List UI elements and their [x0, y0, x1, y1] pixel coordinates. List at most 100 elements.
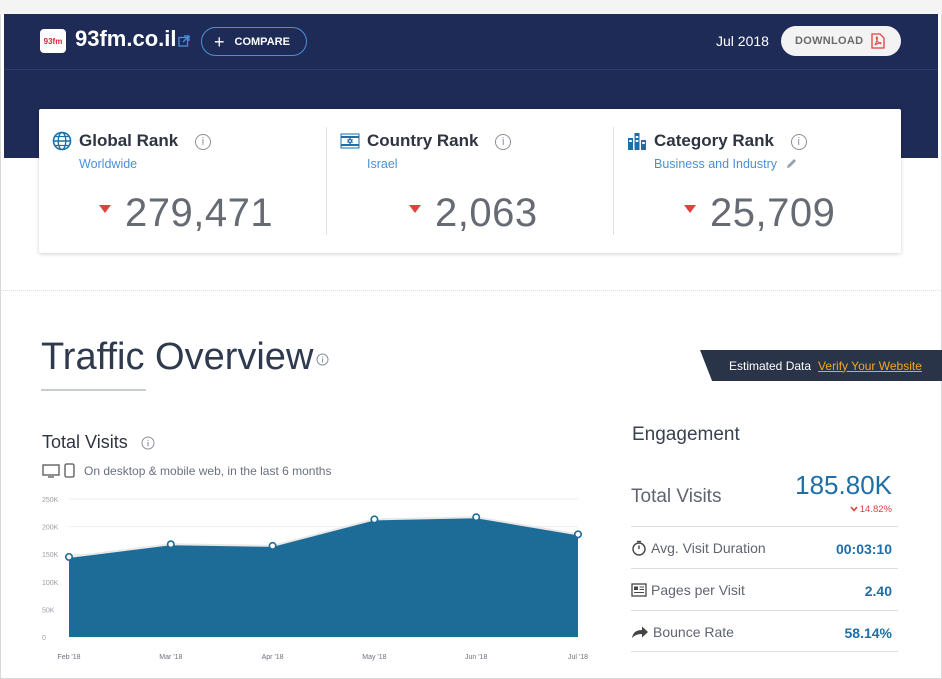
month-label: Jul 2018 — [716, 33, 769, 49]
chart-x-tick-label: Feb '18 — [57, 654, 80, 661]
change-percent: 14.82% — [859, 504, 892, 515]
chart-x-tick-label: Apr '18 — [262, 654, 284, 661]
category-rank-title: Category Rank i — [654, 131, 807, 151]
device-note-text: On desktop & mobile web, in the last 6 m… — [84, 463, 332, 478]
engagement-total-visits-value: 185.80K — [795, 470, 892, 500]
bounce-rate-label: Bounce Rate — [631, 624, 734, 640]
country-rank-value: 2,063 — [409, 191, 538, 236]
category-rank-scope[interactable]: Business and Industry — [654, 157, 798, 171]
chart-point — [472, 513, 481, 522]
desktop-icon — [42, 463, 60, 478]
avg-visit-duration-value: 00:03:10 — [835, 541, 892, 557]
stopwatch-icon — [632, 540, 646, 556]
israel-flag-icon — [340, 133, 360, 149]
global-rank-label: Global Rank — [79, 131, 179, 150]
rank-divider — [613, 127, 614, 235]
globe-icon — [52, 131, 72, 151]
external-link-icon[interactable] — [178, 35, 190, 47]
mobile-icon — [64, 463, 75, 478]
category-rank-panel: Category Rank i Business and Industry 25… — [614, 109, 901, 253]
country-rank-number: 2,063 — [435, 191, 538, 235]
traffic-overview-title: Traffic Overview — [41, 336, 314, 378]
rank-card: Global Rank i Worldwide 279,471 Country … — [39, 109, 901, 253]
pages-per-visit-value: 2.40 — [864, 583, 892, 599]
chart-area — [69, 517, 578, 637]
section-divider — [0, 290, 942, 291]
pdf-icon — [871, 33, 886, 49]
chart-x-tick-label: Jun '18 — [465, 654, 487, 661]
chart-y-tick-label: 250K — [42, 497, 59, 504]
engagement-total-visits-label: Total Visits — [631, 486, 722, 507]
chart-point — [268, 541, 277, 550]
engagement-title: Engagement — [632, 424, 740, 445]
bounce-rate-text: Bounce Rate — [653, 624, 734, 640]
category-rank-label: Category Rank — [654, 131, 774, 150]
country-rank-panel: Country Rank i Israel 2,063 — [327, 109, 614, 253]
engagement-total-visits: Total Visits 185.80K 14.82% — [631, 466, 898, 527]
info-icon[interactable] — [141, 436, 155, 450]
compare-button[interactable]: + COMPARE — [201, 27, 307, 56]
global-rank-panel: Global Rank i Worldwide 279,471 — [39, 109, 326, 253]
category-name: Business and Industry — [654, 157, 777, 171]
rank-down-icon — [409, 205, 421, 214]
estimated-data-banner: Estimated Data Verify Your Website — [700, 350, 942, 381]
info-icon[interactable]: i — [495, 133, 512, 150]
pages-per-visit-text: Pages per Visit — [651, 582, 745, 598]
compare-label: COMPARE — [234, 35, 290, 48]
chart-point — [370, 515, 379, 524]
category-rank-number: 25,709 — [710, 191, 836, 235]
chart-y-tick-label: 150K — [42, 552, 59, 559]
chart-point — [166, 540, 175, 549]
chart-y-tick-label: 200K — [42, 525, 59, 532]
chart-x-tick-label: Jul '18 — [568, 654, 588, 661]
country-rank-title: Country Rank i — [367, 131, 512, 151]
device-note: On desktop & mobile web, in the last 6 m… — [42, 463, 331, 478]
info-icon[interactable]: i — [194, 133, 211, 150]
info-icon[interactable]: i — [790, 133, 807, 150]
rank-divider — [326, 127, 327, 235]
total-visits-title: Total Visits — [42, 432, 128, 452]
title-underline — [41, 389, 146, 391]
info-icon[interactable] — [316, 353, 329, 366]
category-rank-value: 25,709 — [684, 191, 835, 236]
top-strip — [0, 0, 942, 14]
estimated-data-label: Estimated Data — [729, 358, 812, 373]
global-rank-number: 279,471 — [125, 191, 274, 235]
site-favicon-icon: 93fm — [40, 29, 66, 53]
chart-x-tick-label: May '18 — [362, 654, 386, 661]
country-rank-scope[interactable]: Israel — [367, 157, 398, 171]
total-visits-chart: 250K 200K 150K 100K 50K 0 Feb '18 Mar '18 Apr '1… — [42, 497, 588, 661]
site-name[interactable]: 93fm.co.il — [75, 26, 177, 51]
chart-point — [573, 530, 582, 539]
avg-visit-duration-text: Avg. Visit Duration — [651, 540, 766, 556]
chart-y-tick-label: 0 — [42, 635, 46, 642]
engagement-pages-per-visit: Pages per Visit 2.40 — [631, 569, 898, 611]
download-label: DOWNLOAD — [795, 35, 864, 47]
plus-icon: + — [214, 31, 225, 52]
category-chart-icon — [628, 133, 646, 150]
global-rank-scope[interactable]: Worldwide — [79, 157, 138, 171]
global-rank-value: 279,471 — [99, 191, 273, 236]
bounce-rate-value: 58.14% — [844, 625, 892, 641]
country-rank-label: Country Rank — [367, 131, 479, 150]
chart-x-tick-label: Mar '18 — [159, 654, 182, 661]
pages-icon — [631, 583, 647, 597]
rank-down-icon — [99, 205, 111, 214]
rank-down-icon — [684, 205, 696, 214]
bounce-arrow-icon — [632, 626, 648, 638]
pencil-icon[interactable] — [785, 157, 798, 170]
avg-visit-duration-label: Avg. Visit Duration — [631, 540, 766, 556]
chevron-down-icon — [850, 506, 858, 512]
global-rank-title: Global Rank i — [79, 131, 211, 151]
engagement-bounce-rate: Bounce Rate 58.14% — [631, 611, 898, 652]
pages-per-visit-label: Pages per Visit — [631, 582, 745, 598]
chart-point — [64, 552, 73, 561]
download-button[interactable]: DOWNLOAD — [781, 26, 901, 56]
verify-website-link[interactable]: Verify Your Website — [818, 358, 922, 373]
chart-line — [68, 516, 579, 558]
chart-y-tick-label: 100K — [42, 580, 59, 587]
engagement-avg-visit-duration: Avg. Visit Duration 00:03:10 — [631, 527, 898, 569]
header-bar: 93fm 93fm.co.il + COMPARE Jul 2018 DOWNL… — [4, 14, 938, 70]
chart-y-tick-label: 50K — [42, 607, 55, 614]
engagement-total-visits-change: 14.82% — [850, 504, 892, 515]
